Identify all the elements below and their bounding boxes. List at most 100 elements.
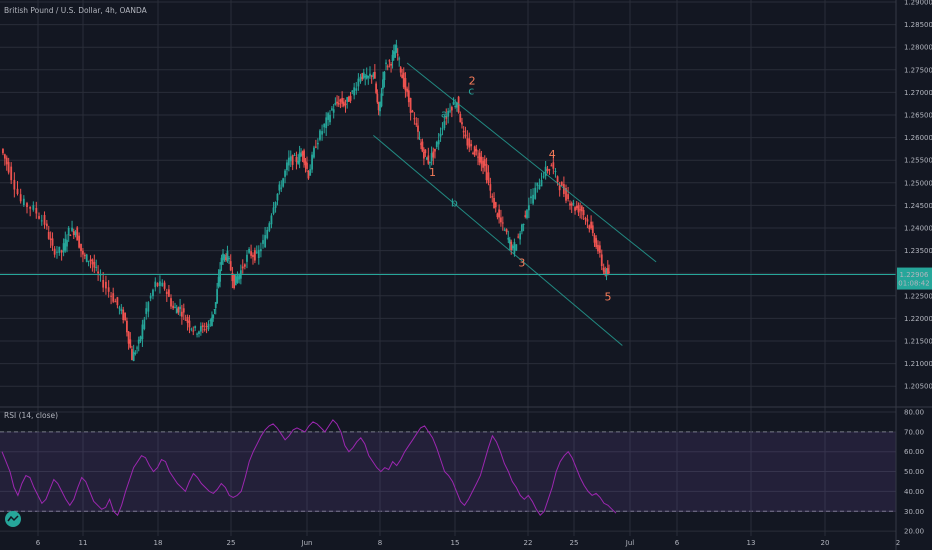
candle-body: [303, 150, 305, 163]
candle-body: [80, 243, 82, 252]
candle-body: [503, 229, 506, 231]
candle: [515, 244, 518, 251]
candle: [246, 250, 248, 269]
candle-body: [207, 323, 210, 330]
candle-body: [124, 312, 127, 320]
candle: [205, 322, 208, 334]
candle: [398, 56, 401, 67]
rsi-band-fill: [0, 432, 896, 512]
wave-label-c: c: [468, 85, 474, 98]
time-axis[interactable]: 6 11 18 25 Jun 8 15 22 25 Jul 6 13 20 2: [36, 539, 900, 547]
candle: [550, 163, 553, 167]
candle-body: [361, 73, 364, 80]
candle-body: [540, 180, 543, 187]
candle: [477, 150, 479, 166]
channel-line: [373, 134, 623, 346]
candle-body: [280, 187, 283, 189]
candle: [313, 145, 315, 159]
candle: [421, 138, 424, 153]
candle-body: [83, 254, 86, 257]
candle: [441, 122, 444, 136]
candle: [439, 127, 442, 142]
candle: [78, 232, 81, 249]
candle: [241, 259, 244, 274]
candle-body: [332, 109, 335, 113]
candle-body: [466, 138, 469, 146]
candle-body: [450, 107, 453, 111]
candle-body: [102, 280, 105, 288]
candle-body: [472, 153, 474, 155]
candle: [494, 201, 497, 213]
candle-body: [344, 103, 347, 106]
candle: [32, 201, 35, 212]
candle-body: [489, 184, 492, 191]
candle-body: [604, 270, 607, 275]
candle: [527, 197, 530, 219]
candle: [268, 221, 271, 233]
candle-body: [314, 146, 317, 148]
candle: [180, 304, 183, 325]
candle-body: [136, 347, 138, 349]
candle-body: [32, 205, 35, 210]
candle: [508, 236, 511, 250]
candle: [591, 221, 594, 237]
candle: [134, 350, 137, 356]
candle-body: [35, 207, 38, 214]
candle: [179, 298, 181, 317]
candle-body: [567, 194, 570, 199]
candle-body: [334, 102, 337, 105]
candle-body: [435, 141, 438, 148]
candle: [532, 188, 534, 206]
candle-body: [598, 245, 601, 253]
candle: [307, 170, 310, 180]
candle: [252, 252, 254, 265]
candle: [395, 39, 398, 54]
candle: [213, 308, 216, 315]
time-tick-label: 6: [675, 539, 680, 547]
candle-body: [556, 176, 559, 183]
candle-body: [43, 214, 46, 225]
price-axis[interactable]: 1.29000 1.28500 1.28000 1.27500 1.27000 1.265…: [897, 0, 932, 391]
candle: [459, 111, 462, 123]
candle-body: [313, 147, 315, 158]
candle-body: [415, 123, 418, 125]
candle-body: [591, 225, 594, 234]
trend-channel[interactable]: [373, 62, 657, 346]
candle: [264, 227, 267, 249]
candle: [291, 154, 294, 171]
candle-body: [89, 259, 92, 261]
candle: [91, 258, 94, 272]
candle: [346, 96, 349, 109]
candle: [424, 149, 427, 157]
candle-body: [87, 260, 90, 262]
candle-body: [521, 224, 523, 232]
candle-body: [404, 78, 407, 91]
candle-body: [180, 311, 183, 317]
candle: [29, 206, 32, 217]
candle: [595, 235, 598, 250]
rsi-axis[interactable]: 80.00 70.00 60.00 50.00 40.00 30.00 20.00: [904, 409, 924, 536]
candle: [126, 317, 128, 337]
candle: [602, 263, 605, 275]
candle: [415, 117, 418, 127]
time-tick-label: 8: [378, 539, 382, 547]
rsi-tick-label: 80.00: [904, 409, 924, 417]
candle-body: [49, 238, 52, 241]
candle-body: [172, 305, 175, 309]
candle-body: [257, 249, 260, 259]
candle: [434, 148, 436, 159]
candle-body: [422, 151, 425, 159]
candle-body: [586, 219, 589, 222]
time-tick-label: 20: [821, 539, 830, 547]
candle-body: [464, 134, 467, 137]
candle: [450, 105, 453, 118]
tradingview-logo[interactable]: [5, 511, 21, 527]
candle-body: [427, 155, 430, 164]
price-tick-label: 1.28000: [904, 44, 932, 52]
candle: [220, 254, 223, 272]
candle: [461, 117, 463, 129]
candle-body: [107, 287, 110, 292]
candle: [524, 210, 527, 219]
candle: [554, 167, 557, 178]
